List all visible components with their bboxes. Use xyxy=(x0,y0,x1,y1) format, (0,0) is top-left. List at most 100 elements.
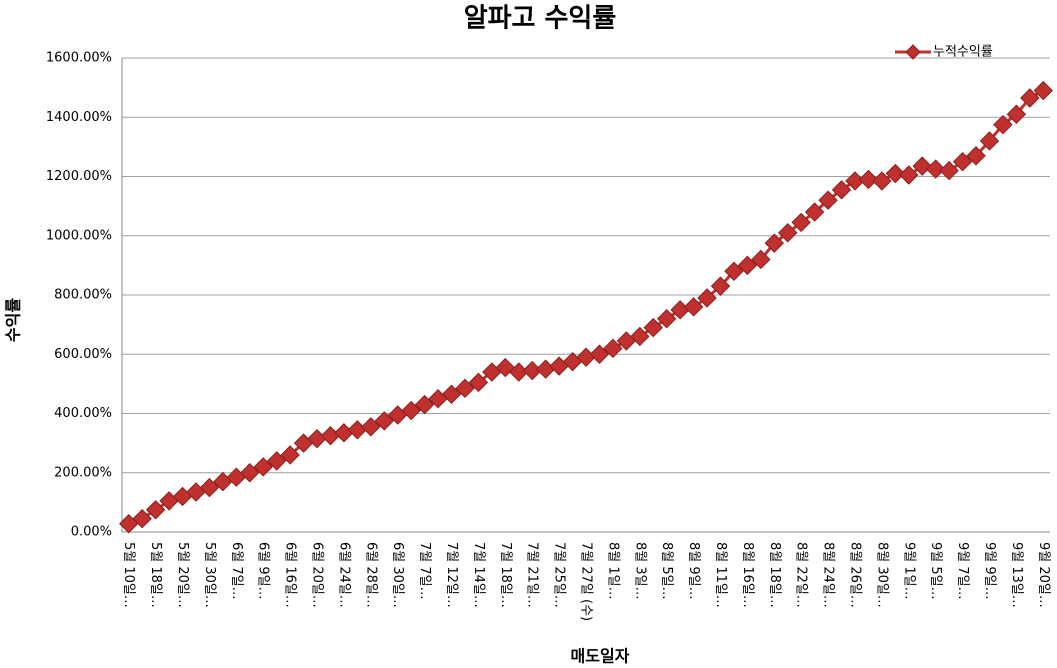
data-point xyxy=(737,255,758,276)
data-point xyxy=(697,288,717,308)
data-point xyxy=(804,202,825,222)
x-tick-label: 9월 7일… xyxy=(955,542,970,600)
y-tick-label: 1000.00% xyxy=(46,228,112,243)
data-point xyxy=(643,317,663,338)
data-point xyxy=(320,426,341,446)
data-point xyxy=(724,261,744,282)
data-point xyxy=(361,417,381,437)
x-tick-label: 8월 24일… xyxy=(821,542,836,608)
data-point xyxy=(603,338,623,359)
data-point xyxy=(993,114,1013,135)
data-point xyxy=(455,378,475,399)
data-point xyxy=(831,180,852,200)
data-point xyxy=(656,308,677,329)
data-point xyxy=(1020,88,1040,108)
data-point xyxy=(791,212,811,233)
x-tick-label: 8월 16일… xyxy=(740,542,755,608)
x-tick-label: 6월 16일… xyxy=(283,542,298,608)
x-tick-label: 8월 26일… xyxy=(847,542,862,608)
x-tick-label: 8월 11일… xyxy=(713,542,728,608)
y-tick-label: 0.00% xyxy=(71,525,112,540)
x-tick-label: 9월 5일… xyxy=(928,542,943,600)
y-tick-label: 800.00% xyxy=(54,288,112,303)
data-point xyxy=(1033,80,1053,101)
x-tick-label: 8월 9일… xyxy=(686,542,701,600)
x-tick-label: 9월 20일… xyxy=(1036,542,1051,608)
data-point xyxy=(939,160,959,181)
x-tick-label: 7월 21일… xyxy=(525,542,540,608)
series-line xyxy=(128,89,1045,526)
x-tick-label: 8월 5일… xyxy=(659,542,674,600)
y-tick-label: 1400.00% xyxy=(46,110,112,125)
chart-title: 알파고 수익률 xyxy=(464,4,617,34)
x-tick-label: 7월 7일… xyxy=(417,542,432,600)
data-point xyxy=(441,384,462,404)
y-tick-label: 200.00% xyxy=(54,465,112,480)
data-point xyxy=(912,156,932,176)
x-tick-label: 8월 30일… xyxy=(874,542,889,608)
x-tick-label: 7월 27일 (수) xyxy=(579,542,594,621)
x-tick-label: 7월 18일… xyxy=(498,542,513,608)
x-tick-label: 6월 7일… xyxy=(229,542,244,600)
x-tick-label: 8월 1일… xyxy=(605,542,620,600)
x-tick-label: 8월 3일… xyxy=(632,542,647,600)
data-point xyxy=(535,359,556,379)
data-point xyxy=(240,463,260,483)
x-tick-label: 7월 25일… xyxy=(552,542,567,608)
data-point xyxy=(374,411,394,431)
x-tick-label: 8월 22일… xyxy=(794,542,809,608)
y-tick-label: 400.00% xyxy=(54,406,112,421)
data-point xyxy=(347,420,368,440)
data-point xyxy=(670,300,690,320)
data-point xyxy=(858,169,879,190)
data-point xyxy=(1006,104,1027,124)
data-point xyxy=(414,394,435,415)
x-tick-label: 5월 18일… xyxy=(148,542,163,608)
data-point xyxy=(266,451,287,471)
data-point xyxy=(468,372,489,393)
data-point xyxy=(589,344,610,364)
legend-marker xyxy=(905,44,921,60)
data-point xyxy=(145,500,166,520)
x-tick-label: 9월 9일… xyxy=(982,542,997,600)
data-point xyxy=(778,223,798,243)
x-tick-label: 7월 14일… xyxy=(471,542,486,608)
data-point xyxy=(751,249,771,270)
x-tick-label: 7월 12일… xyxy=(444,542,459,608)
x-tick-label: 6월 30일… xyxy=(390,542,405,608)
data-point xyxy=(966,146,986,166)
data-point xyxy=(710,276,731,296)
x-tick-label: 8월 18일… xyxy=(767,542,782,608)
x-tick-label: 9월 1일… xyxy=(901,542,916,600)
x-tick-label: 5월 30일… xyxy=(202,542,217,608)
y-axis-title: 수익률 xyxy=(4,298,23,342)
data-point xyxy=(925,159,946,179)
x-tick-label: 9월 13일… xyxy=(1009,542,1024,608)
x-tick-label: 6월 9일… xyxy=(256,542,271,600)
data-point xyxy=(199,477,220,498)
x-tick-label: 5월 10일… xyxy=(121,542,136,608)
data-point xyxy=(401,400,421,421)
y-tick-label: 1200.00% xyxy=(46,169,112,184)
data-point xyxy=(630,326,650,347)
legend-label: 누적수익률 xyxy=(933,45,993,60)
x-tick-label: 5월 20일… xyxy=(175,542,190,608)
data-point xyxy=(872,171,892,191)
data-point xyxy=(952,151,973,172)
y-tick-label: 600.00% xyxy=(54,347,112,362)
x-tick-label: 6월 24일… xyxy=(336,542,351,608)
data-point xyxy=(818,190,838,210)
y-tick-label: 1600.00% xyxy=(46,51,112,66)
data-point xyxy=(280,445,300,465)
x-axis-title: 매도일자 xyxy=(571,647,630,666)
data-point xyxy=(764,233,784,253)
data-point xyxy=(899,165,919,185)
data-point xyxy=(253,457,273,477)
data-point xyxy=(683,297,704,317)
data-point xyxy=(334,423,354,443)
data-point xyxy=(979,131,1000,151)
x-tick-label: 6월 20일… xyxy=(310,542,325,608)
data-point xyxy=(132,508,152,529)
data-point xyxy=(885,163,906,184)
